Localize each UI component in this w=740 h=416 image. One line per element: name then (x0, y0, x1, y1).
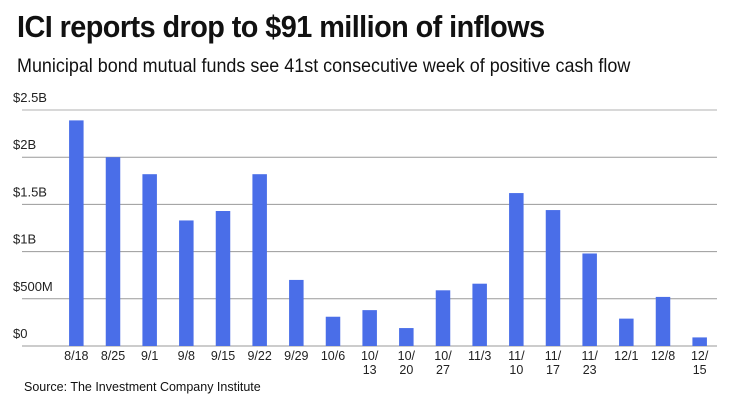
bars (69, 120, 707, 346)
bar (435, 290, 451, 346)
bar (289, 279, 304, 346)
x-tick-label: 10/ (361, 349, 379, 363)
source-note: Source: The Investment Company Institute (24, 380, 261, 394)
y-tick-label: $500M (13, 279, 53, 294)
bar (362, 310, 377, 346)
x-axis-ticks: 8/18 8/25 9/1 9/8 9/15 9/22 9/29 10/6 10/1310/20… (64, 349, 709, 377)
bar (179, 220, 194, 346)
bar (545, 210, 561, 346)
bar (142, 174, 157, 346)
chart-title: ICI reports drop to $91 million of inflo… (17, 9, 545, 44)
x-tick-label: 11/ (581, 349, 598, 363)
y-tick-label: $1.5B (13, 184, 47, 199)
bar (619, 318, 634, 346)
x-tick-label: 13 (363, 363, 377, 377)
y-tick-label: $0 (13, 326, 27, 341)
x-tick-label: 8/18 (64, 349, 88, 363)
x-tick-label: 8/25 (101, 349, 125, 363)
bar (252, 174, 267, 346)
x-tick-label: 10 (509, 363, 523, 377)
y-tick-label: $2.5B (13, 90, 47, 105)
chart-subtitle: Municipal bond mutual funds see 41st con… (17, 55, 631, 77)
bar (472, 283, 487, 346)
x-tick-label: 9/29 (284, 349, 308, 363)
x-tick-label: 11/ (508, 349, 525, 363)
x-tick-label: 10/ (398, 349, 416, 363)
bar (215, 211, 231, 346)
x-tick-label: 23 (583, 363, 597, 377)
x-tick-label: 9/1 (141, 349, 158, 363)
bar (655, 296, 671, 346)
bar (69, 120, 84, 346)
x-tick-label: 27 (436, 363, 450, 377)
bar (692, 337, 707, 346)
x-tick-label: 9/22 (247, 349, 271, 363)
bar (399, 328, 414, 346)
bar (105, 157, 121, 346)
bar (325, 316, 341, 346)
x-tick-label: 11/3 (468, 349, 491, 363)
x-tick-label: 10/6 (321, 349, 345, 363)
x-tick-label: 9/8 (178, 349, 195, 363)
x-tick-label: 9/15 (211, 349, 235, 363)
y-tick-label: $1B (13, 232, 36, 247)
y-tick-label: $2B (13, 137, 36, 152)
x-tick-label: 12/8 (651, 349, 675, 363)
x-tick-label: 12/ (691, 349, 709, 363)
x-tick-label: 10/ (434, 349, 452, 363)
x-tick-label: 15 (693, 363, 707, 377)
x-tick-label: 20 (399, 363, 413, 377)
bar (509, 193, 524, 346)
x-tick-label: 17 (546, 363, 560, 377)
y-axis-ticks: $0 $500M $1B $1.5B $2B $2.5B (13, 90, 53, 341)
x-tick-label: 11/ (545, 349, 562, 363)
bar (582, 253, 597, 346)
x-tick-label: 12/1 (614, 349, 638, 363)
